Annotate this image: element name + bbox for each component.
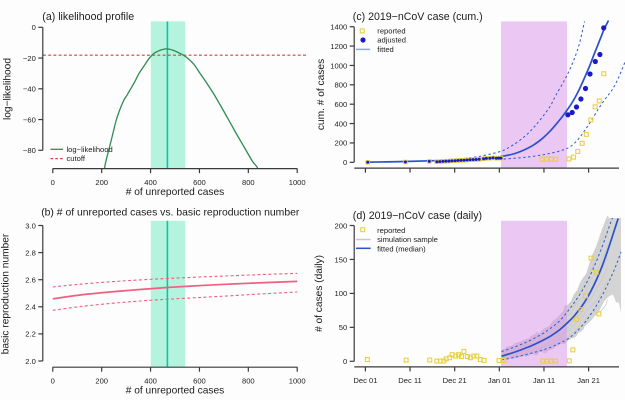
svg-text:0: 0: [51, 178, 55, 187]
svg-text:−60: −60: [23, 115, 36, 124]
svg-text:(b) # of unreported cases vs.: (b) # of unreported cases vs. basic repr…: [41, 207, 300, 218]
svg-text:1000: 1000: [289, 377, 306, 386]
svg-text:−40: −40: [23, 85, 36, 94]
svg-text:50: 50: [339, 323, 347, 332]
svg-text:simulation sample: simulation sample: [377, 235, 438, 244]
svg-text:600: 600: [193, 377, 206, 386]
svg-text:150: 150: [335, 255, 348, 264]
svg-text:0: 0: [51, 377, 55, 386]
svg-text:−20: −20: [23, 54, 36, 63]
svg-text:200: 200: [95, 377, 108, 386]
svg-text:2.4: 2.4: [25, 303, 36, 312]
svg-text:Dec 21: Dec 21: [443, 376, 467, 385]
svg-text:Jan 01: Jan 01: [488, 376, 511, 385]
svg-text:Dec 01: Dec 01: [353, 376, 377, 385]
svg-text:3.0: 3.0: [25, 221, 36, 230]
svg-text:# of unreported cases: # of unreported cases: [126, 187, 225, 198]
svg-text:−80: −80: [23, 146, 36, 155]
svg-text:1200: 1200: [330, 42, 347, 51]
svg-text:2.2: 2.2: [25, 330, 36, 339]
svg-text:adjusted: adjusted: [377, 36, 406, 45]
svg-text:reported: reported: [377, 27, 405, 36]
svg-text:reported: reported: [377, 226, 405, 235]
svg-text:Dec 11: Dec 11: [398, 376, 422, 385]
svg-text:200: 200: [335, 139, 348, 148]
svg-text:400: 400: [335, 119, 348, 128]
svg-text:2.8: 2.8: [25, 248, 36, 257]
svg-text:0: 0: [343, 357, 347, 366]
svg-text:fitted: fitted: [377, 45, 393, 54]
svg-text:0: 0: [32, 23, 36, 32]
svg-text:fitted (median): fitted (median): [377, 244, 426, 253]
svg-text:2.6: 2.6: [25, 276, 36, 285]
svg-text:(c) 2019−nCoV case (cum.): (c) 2019−nCoV case (cum.): [353, 11, 483, 23]
svg-text:# of unreported cases: # of unreported cases: [126, 386, 225, 397]
svg-text:600: 600: [193, 178, 206, 187]
svg-text:basic reproduction number: basic reproduction number: [1, 233, 12, 354]
svg-text:600: 600: [335, 100, 348, 109]
svg-text:cutoff: cutoff: [67, 154, 86, 163]
svg-text:Jan 11: Jan 11: [533, 376, 555, 385]
svg-text:400: 400: [144, 178, 157, 187]
svg-text:Jan 21: Jan 21: [577, 376, 600, 385]
svg-text:1400: 1400: [330, 23, 347, 32]
svg-text:log−likelihood: log−likelihood: [67, 145, 113, 154]
svg-text:(a) likelihood profile: (a) likelihood profile: [42, 11, 134, 23]
svg-text:800: 800: [242, 178, 255, 187]
svg-text:1000: 1000: [289, 178, 306, 187]
svg-text:1000: 1000: [330, 61, 347, 70]
svg-text:(d) 2019−nCoV case (daily): (d) 2019−nCoV case (daily): [353, 210, 482, 222]
svg-text:800: 800: [242, 377, 255, 386]
svg-text:0: 0: [343, 158, 347, 167]
svg-text:800: 800: [335, 81, 348, 90]
svg-text:400: 400: [144, 377, 157, 386]
svg-text:cum. # of cases: cum. # of cases: [316, 59, 327, 130]
svg-text:100: 100: [335, 289, 348, 298]
svg-text:# of cases (daily): # of cases (daily): [314, 255, 325, 332]
svg-text:200: 200: [335, 221, 348, 230]
svg-text:200: 200: [95, 178, 108, 187]
svg-text:log−likelihood: log−likelihood: [3, 58, 14, 120]
svg-text:2.0: 2.0: [25, 357, 36, 366]
